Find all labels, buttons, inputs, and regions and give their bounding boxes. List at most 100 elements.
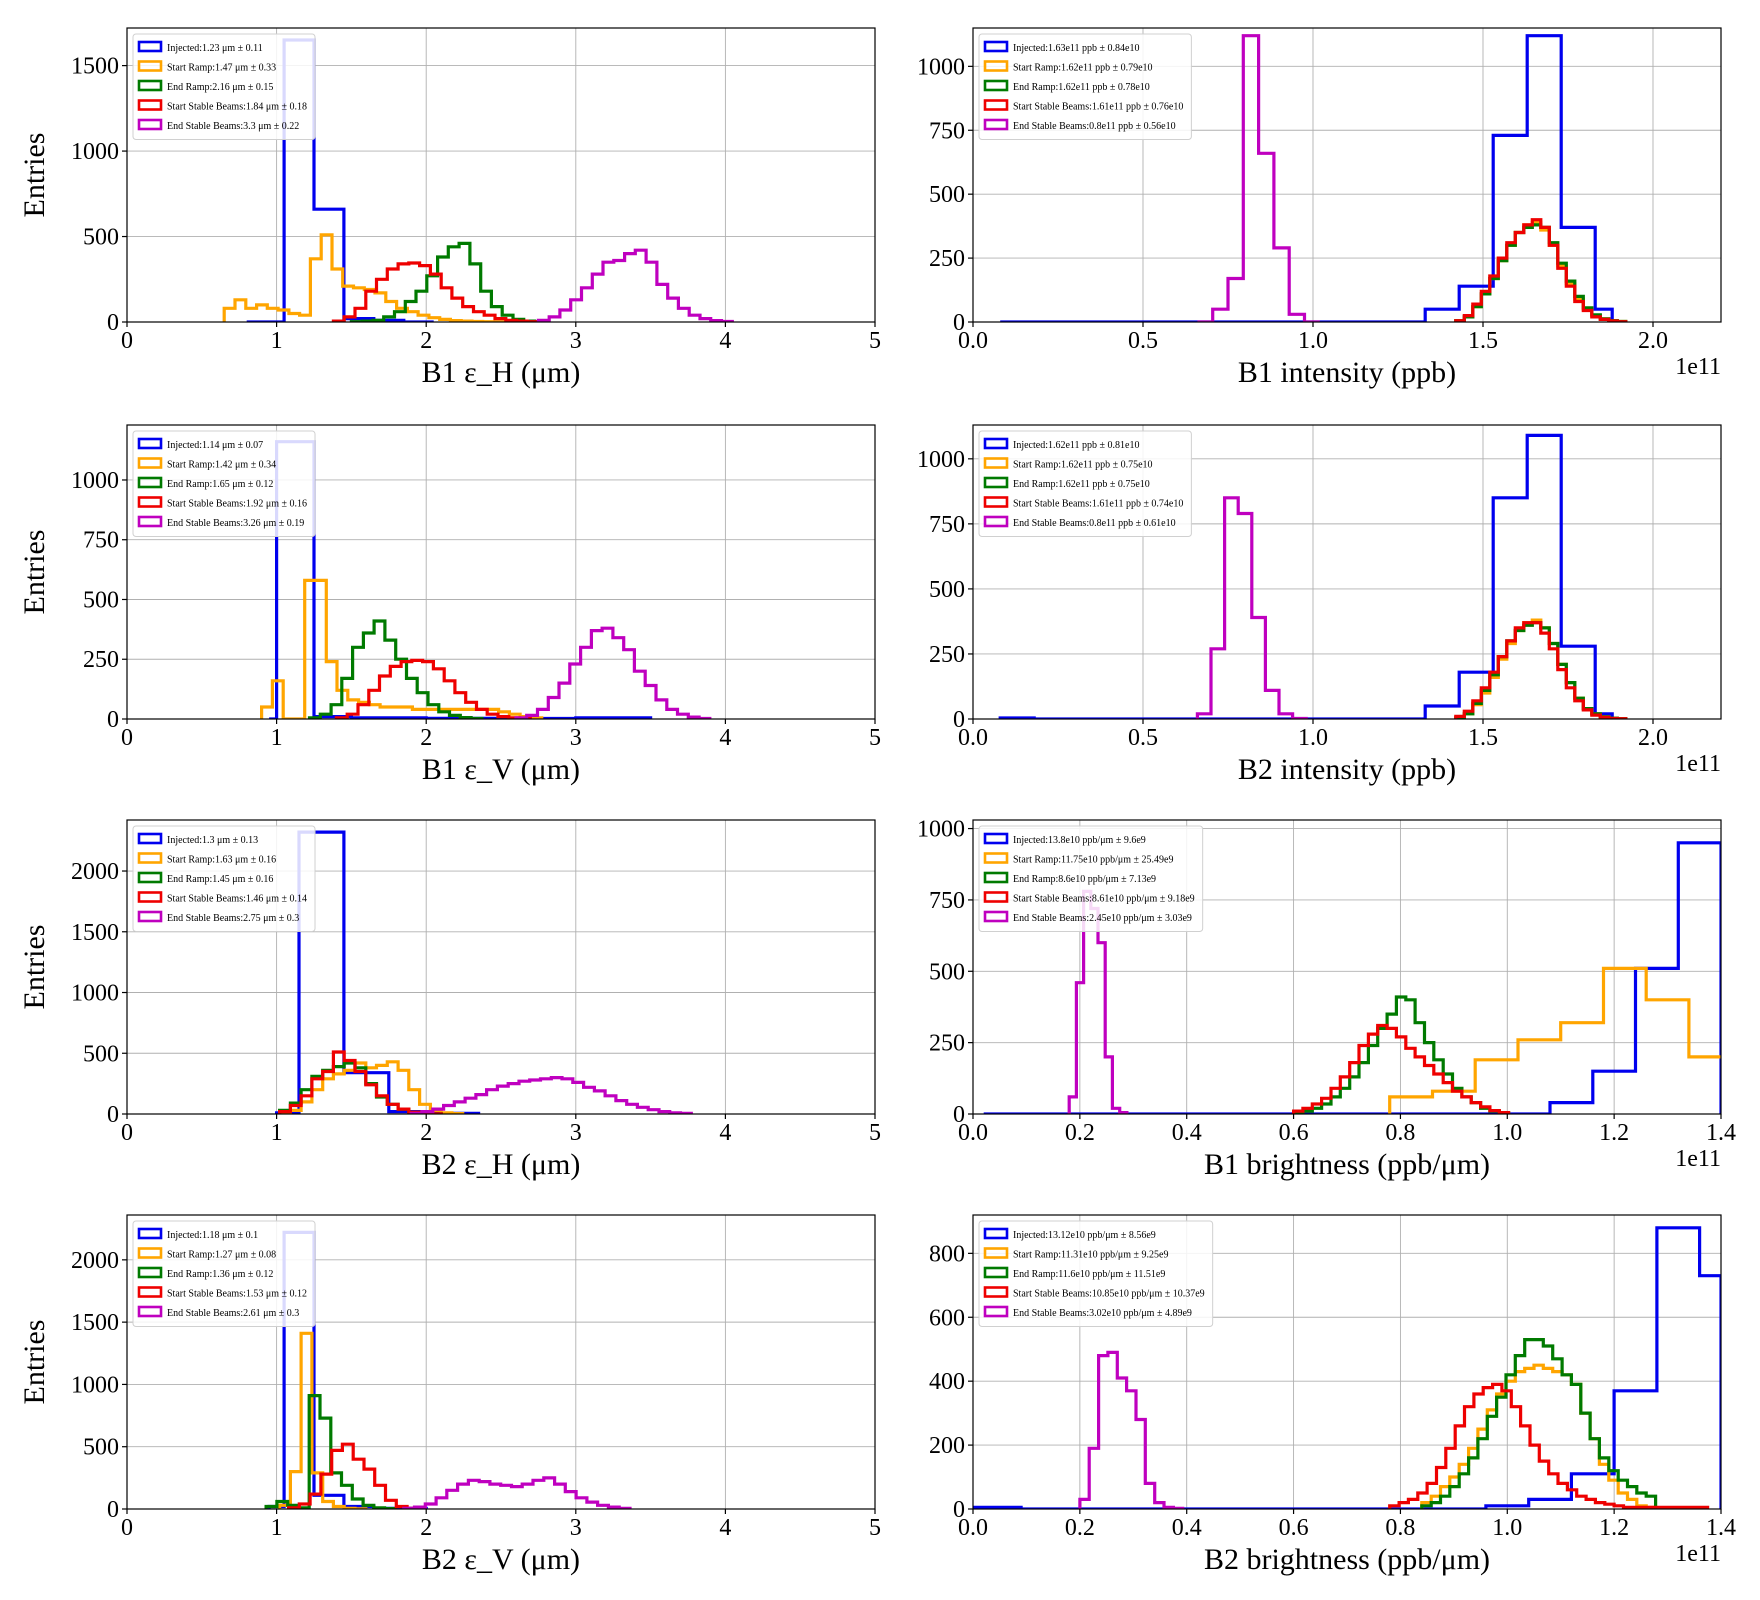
- legend-swatch-magenta: [137, 118, 163, 131]
- legend-swatch-green: [983, 79, 1009, 92]
- legend-entry-label: Start Stable Beams:10.85e10 ppb/μm ± 10.…: [1013, 1289, 1205, 1300]
- x-tick-label: 0.8: [1385, 1515, 1415, 1541]
- histogram-series-green: [264, 1394, 397, 1509]
- y-tick-label: 0: [953, 707, 965, 733]
- legend-entry-label: Injected:1.3 μm ± 0.13: [167, 835, 258, 846]
- legend: Injected:1.18 μm ± 0.1 Start Ramp:1.27 μm…: [132, 1220, 316, 1327]
- x-tick-label: 3: [570, 725, 582, 751]
- y-tick-label: 250: [83, 647, 119, 673]
- legend-swatch-red: [137, 496, 163, 508]
- y-tick-label: 0: [107, 310, 119, 336]
- legend-swatch-green: [983, 871, 1009, 884]
- legend-swatch-green: [137, 871, 163, 884]
- legend-entry-label: Start Stable Beams:1.46 μm ± 0.14: [167, 894, 307, 905]
- x-tick-label: 2: [420, 1120, 432, 1146]
- histogram-series-magenta: [402, 1476, 632, 1509]
- x-tick-label: 0.0: [958, 1515, 988, 1541]
- legend-entry-label: Start Stable Beams:1.84 μm ± 0.18: [167, 102, 307, 113]
- legend-swatch-orange: [983, 852, 1009, 864]
- x-axis-label: B1 ε_H (μm): [422, 356, 581, 389]
- y-tick-label: 750: [929, 118, 965, 144]
- histogram-series-green: [1420, 1338, 1658, 1509]
- y-tick-label: 750: [929, 512, 965, 538]
- histogram-series-green: [349, 241, 547, 322]
- x-tick-label: 3: [570, 1120, 582, 1146]
- legend-entry-label: Start Stable Beams:8.61e10 ppb/μm ± 9.18…: [1013, 894, 1195, 905]
- histogram-series-red: [1388, 1382, 1710, 1509]
- x-axis-label: B2 ε_H (μm): [422, 1148, 581, 1181]
- y-tick-label: 0: [953, 1102, 965, 1128]
- panel-b1-emittance-h: 0 1 2 3 4 5 0 500 1000 1500 B1 ε_H (μm) Entries Inje…: [18, 27, 881, 389]
- legend-entry-label: End Stable Beams:3.3 μm ± 0.22: [167, 121, 299, 132]
- legend-entry-label: Start Stable Beams:1.61e11 ppb ± 0.74e10: [1013, 499, 1183, 510]
- legend-swatch-magenta: [137, 515, 163, 528]
- y-tick-label: 0: [953, 1497, 965, 1523]
- legend-frame: [978, 430, 1192, 537]
- legend-entry-label: Injected:13.8e10 ppb/μm ± 9.6e9: [1013, 835, 1146, 846]
- legend-swatch-blue: [983, 832, 1009, 845]
- legend-entry-label: End Stable Beams:0.8e11 ppb ± 0.56e10: [1013, 121, 1176, 132]
- axes-frame: [126, 27, 876, 323]
- y-tick-label: 0: [107, 1102, 119, 1128]
- y-tick-label: 500: [929, 577, 965, 603]
- legend-entry-label: End Ramp:1.62e11 ppb ± 0.75e10: [1013, 479, 1150, 490]
- histogram-series-orange: [278, 1060, 465, 1114]
- legend-entry-label: Start Stable Beams:1.92 μm ± 0.16: [167, 499, 307, 510]
- x-tick-label: 2.0: [1638, 725, 1668, 751]
- x-tick-label: 1.0: [1492, 1120, 1522, 1146]
- legend: Injected:13.8e10 ppb/μm ± 9.6e9 Start Ram…: [978, 825, 1204, 932]
- legend-swatch-magenta: [983, 515, 1009, 528]
- y-axis-label: Entries: [18, 925, 51, 1010]
- legend-entry-label: Injected:1.14 μm ± 0.07: [167, 440, 263, 451]
- histogram-series-orange: [278, 1331, 368, 1509]
- x-axis-label: B1 intensity (ppb): [1238, 356, 1456, 389]
- x-tick-label: 0: [121, 1120, 133, 1146]
- legend-entry-label: End Stable Beams:3.02e10 ppb/μm ± 4.89e9: [1013, 1308, 1192, 1319]
- axes-frame: [972, 424, 1722, 720]
- x-tick-label: 3: [570, 328, 582, 354]
- legend-swatch-blue: [983, 1227, 1009, 1240]
- histogram-series-red: [1292, 1023, 1511, 1114]
- y-tick-label: 1000: [71, 468, 119, 494]
- legend-entry-label: Start Ramp:11.75e10 ppb/μm ± 25.49e9: [1013, 855, 1173, 866]
- x-tick-label: 1.0: [1492, 1515, 1522, 1541]
- y-tick-label: 2000: [71, 1248, 119, 1274]
- panel-b2-emittance-h: 0 1 2 3 4 5 0 500 1000 1500 2000 B2 ε_H (μm) Entries…: [18, 819, 881, 1181]
- y-tick-label: 1000: [71, 981, 119, 1007]
- y-tick-label: 1000: [71, 139, 119, 165]
- panel-b2-emittance-v: 0 1 2 3 4 5 0 500 1000 1500 2000 B2 ε_V (μm) Entries…: [18, 1214, 881, 1576]
- axes-frame: [972, 1214, 1722, 1510]
- x-tick-label: 0: [121, 328, 133, 354]
- y-tick-label: 800: [929, 1241, 965, 1267]
- x-tick-label: 1.4: [1706, 1515, 1736, 1541]
- y-tick-label: 1000: [917, 817, 965, 843]
- histogram-series-magenta: [536, 248, 734, 322]
- legend: Injected:1.23 μm ± 0.11 Start Ramp:1.47 μ…: [132, 33, 316, 140]
- legend: Injected:13.12e10 ppb/μm ± 8.56e9 Start R…: [978, 1220, 1214, 1327]
- y-tick-label: 400: [929, 1369, 965, 1395]
- x-tick-label: 1.4: [1706, 1120, 1736, 1146]
- x-tick-label: 0.0: [958, 328, 988, 354]
- axes-frame: [972, 27, 1722, 323]
- histogram-series-blue: [983, 841, 1721, 1114]
- x-tick-label: 1: [271, 328, 283, 354]
- y-tick-label: 500: [929, 182, 965, 208]
- legend-swatch-red: [983, 496, 1009, 508]
- legend-entry-label: End Stable Beams:0.8e11 ppb ± 0.61e10: [1013, 518, 1176, 529]
- histogram-series-red: [1454, 621, 1628, 719]
- legend-entry-label: End Ramp:1.65 μm ± 0.12: [167, 479, 273, 490]
- y-axis-label: Entries: [18, 530, 51, 615]
- histogram-series-green: [307, 619, 484, 719]
- x-tick-label: 2.0: [1638, 328, 1668, 354]
- plot-area: [1000, 34, 1628, 322]
- x-offset-label: 1e11: [1675, 1541, 1721, 1567]
- legend-entry-label: End Ramp:11.6e10 ppb/μm ± 11.51e9: [1013, 1269, 1165, 1280]
- legend-entry-label: Start Ramp:1.27 μm ± 0.08: [167, 1250, 276, 1261]
- x-axis-label: B1 brightness (ppb/μm): [1204, 1148, 1490, 1181]
- histogram-series-magenta: [1078, 1350, 1185, 1509]
- legend-entry-label: End Stable Beams:3.26 μm ± 0.19: [167, 518, 304, 529]
- legend-swatch-red: [983, 99, 1009, 111]
- y-tick-label: 750: [83, 528, 119, 554]
- x-tick-label: 0.2: [1065, 1515, 1095, 1541]
- axes-frame: [972, 819, 1722, 1115]
